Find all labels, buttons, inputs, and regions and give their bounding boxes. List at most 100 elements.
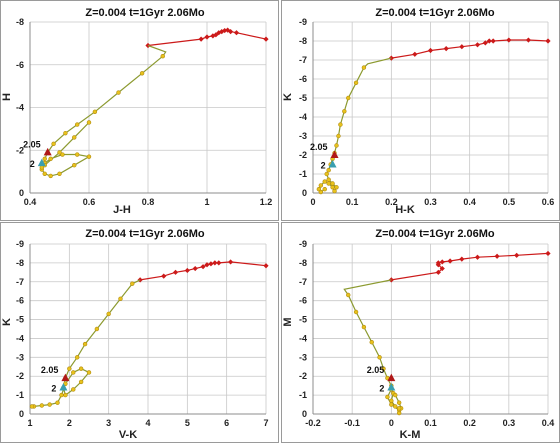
data-point [208,261,214,267]
data-point [228,29,234,35]
x-tick-label: 0 [310,197,315,207]
data-point [60,152,65,157]
mass-marker-2 [328,160,337,168]
data-point [39,403,44,408]
data-point [334,185,339,190]
y-axis-label: K [1,318,13,326]
data-point [71,370,76,375]
data-point [369,340,374,345]
mass-label: 2 [51,384,56,394]
mass-label: 2.05 [41,365,59,375]
chart-frame [0,222,279,443]
data-point [486,38,492,44]
chart-panel-1: 0.4 0.6 0.8 1 1.2 0 -2 -4 -6 -8 Z=0.004 t=1Gyr 2.0… [0,0,279,221]
data-point [219,29,225,35]
y-tick-label: -3 [16,352,24,362]
data-point [393,392,398,398]
mass-marker-205 [43,147,52,156]
mass-label: 2 [379,384,384,394]
x-tick-label: 0.5 [503,197,516,207]
series-line-olive-transition [343,279,392,296]
y-tick-label: -8 [16,258,24,268]
chart-frame [281,222,560,443]
chart-panel-3: 1 2 3 4 5 6 7 0 -1 -2 -3 -4 -5 -6 -7 -8 -9 Z=0.004 t=1Gyr… [0,222,279,443]
data-point [42,156,47,162]
y-tick-label: -8 [299,36,307,46]
data-point [322,187,327,192]
data-point [74,355,80,360]
mass-label: 2.05 [310,142,328,152]
data-point [184,267,190,274]
data-point [47,402,52,407]
data-point [225,27,231,33]
data-point [216,260,222,266]
data-point [29,404,35,409]
data-point [393,404,398,409]
data-point [338,122,343,127]
x-tick-label: 5 [185,418,190,428]
y-tick-label: -9 [299,17,307,27]
data-point [439,259,445,265]
data-point [388,277,394,283]
data-point [525,37,532,43]
data-point [263,263,269,269]
x-axis-label: H-K [395,204,415,216]
data-point [490,38,496,44]
x-tick-label: 0.6 [83,197,96,207]
chart-frame [0,0,279,221]
x-tick-label: 0.3 [424,197,437,207]
y-tick-label: -1 [16,390,24,400]
chart-panel-4: -0.2 -0.1 0 0.1 0.2 0.3 0.4 0 -1 -2 -3 -4 -5 -6 -7 -8 -9… [281,222,560,443]
data-point [130,281,135,286]
data-point [74,152,80,157]
data-point [59,392,64,398]
data-point [82,341,88,347]
data-point [86,154,92,159]
data-point [71,387,76,392]
data-point [482,40,488,46]
y-tick-label: -4 [299,112,307,122]
chart-title: Z=0.004 t=1Gyr 2.06Mo [85,228,205,240]
data-point [388,55,394,61]
data-point [192,265,198,272]
data-point [494,253,500,259]
data-point [55,400,60,405]
y-tick-label: -4 [16,333,24,343]
series-line-red-branch [391,39,549,59]
data-point [233,30,240,36]
data-point [326,181,331,186]
data-point [63,392,68,398]
data-point [139,71,145,76]
chart-title: Z=0.004 t=1Gyr 2.06Mo [375,7,495,19]
data-point [381,366,386,371]
mass-marker-2 [59,383,68,391]
data-point [318,189,324,195]
x-tick-label: 0.1 [424,418,437,428]
x-axis-label: K-M [400,429,421,441]
data-point [459,256,465,262]
x-tick-label: 0.4 [463,197,476,207]
x-tick-label: 1 [27,418,32,428]
x-tick-label: 0.1 [346,197,359,207]
y-tick-label: -6 [299,296,307,306]
data-point [204,262,210,268]
data-point [514,252,520,258]
data-point [412,51,418,57]
x-axis-label: J-H [113,204,131,216]
chart-title: Z=0.004 t=1Gyr 2.06Mo [85,7,205,19]
y-tick-label: -7 [16,277,24,287]
series-line-yellow-sequence [32,283,133,407]
data-point [161,273,167,279]
y-tick-label: -1 [299,169,307,179]
y-tick-label: -2 [16,145,24,155]
y-tick-label: -8 [299,258,307,268]
data-point [51,141,56,147]
data-point [545,250,551,257]
data-point [332,188,337,194]
data-point [361,65,367,70]
y-tick-label: 0 [19,409,24,419]
y-tick-label: -5 [299,315,307,325]
data-point [346,95,351,101]
data-point [396,410,402,416]
